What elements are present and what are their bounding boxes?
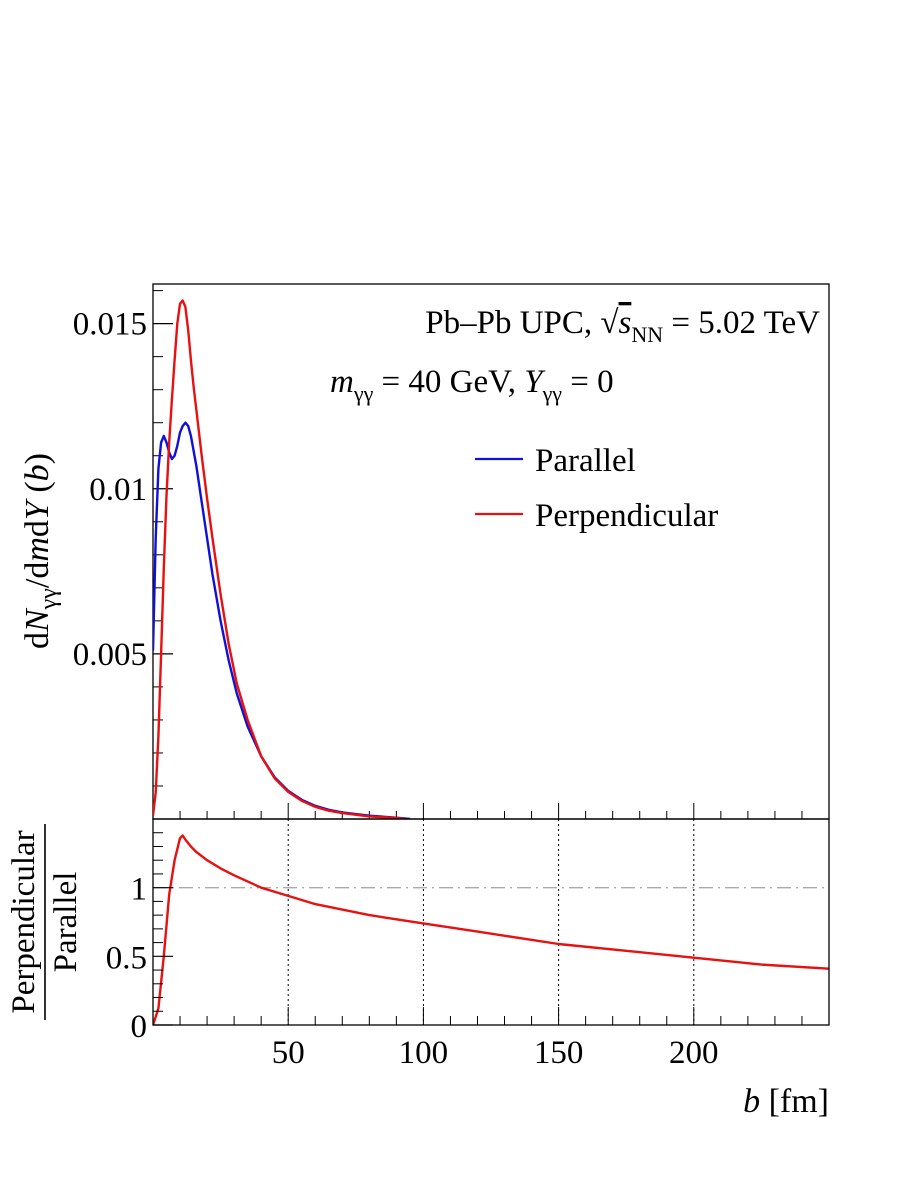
- ratio-curve: [153, 834, 829, 1025]
- ratio-x-tick-label: 200: [669, 1035, 719, 1071]
- ratio-y-tick-label: 0: [131, 1009, 148, 1045]
- ratio-y-tick-label: 0.5: [106, 940, 147, 976]
- ratio-y-axis-label: Perpendicular Parallel: [6, 824, 84, 1020]
- top-y-tick-label: 0.005: [73, 637, 147, 673]
- annotation-line-2: mγγ = 40 GeV, Yγγ = 0: [330, 364, 614, 406]
- ratio-series-line: [153, 834, 829, 1025]
- top-y-ticks: 0.015 0.01 0.005: [73, 290, 173, 787]
- ratio-y-tick-label: 1: [131, 872, 148, 908]
- ratio-label-denominator: Parallel: [48, 872, 84, 973]
- legend-label-parallel: Parallel: [535, 443, 636, 479]
- series-line-parallel: [153, 421, 411, 819]
- legend: Parallel Perpendicular: [475, 443, 718, 534]
- ratio-grid: [287, 819, 695, 1025]
- ratio-x-tick-label: 150: [534, 1035, 584, 1071]
- series-line-perpendicular: [153, 299, 405, 819]
- top-y-tick-label: 0.01: [89, 472, 147, 508]
- ratio-y-ticks: 10.50: [106, 832, 173, 1045]
- legend-label-perpendicular: Perpendicular: [535, 498, 718, 534]
- ratio-x-tick-label: 100: [399, 1035, 449, 1071]
- top-y-tick-label: 0.015: [73, 307, 147, 343]
- top-panel: 0.015 0.01 0.005 dNγγ/dmdY (b) Pb–Pb UPC, …: [19, 283, 830, 820]
- top-y-axis-label: dNγγ/dmdY (b): [19, 453, 62, 649]
- ratio-panel: 10.50 50 100 150 200 Perpendicular Parallel…: [6, 818, 830, 1120]
- ratio-x-ticks: 50 100 150 200: [179, 1007, 803, 1071]
- ratio-label-numerator: Perpendicular: [6, 830, 42, 1013]
- top-x-ticks: [179, 803, 803, 819]
- ratio-x-tick-label: 50: [272, 1035, 305, 1071]
- x-axis-label: b [fm]: [743, 1083, 829, 1120]
- annotation-line-1: Pb–Pb UPC, √sNN = 5.02 TeV: [425, 305, 820, 347]
- top-curves: [153, 299, 411, 819]
- ratio-frame: [152, 818, 830, 1026]
